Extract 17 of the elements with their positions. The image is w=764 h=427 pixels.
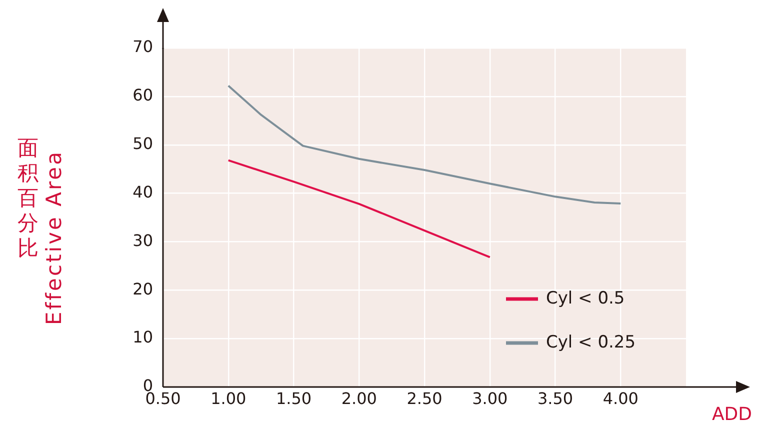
y-tick-label: 30 [132,230,153,250]
y-tick-label: 40 [132,182,153,202]
x-tick-label: 3.50 [537,388,574,408]
x-tick-label: 2.00 [341,388,377,408]
x-tick-label: 4.00 [602,388,638,408]
x-tick-label: 1.00 [210,388,246,408]
x-tick-label: 2.50 [406,388,442,408]
x-tick-label: 1.50 [276,388,312,408]
y-tick-label: 70 [132,37,153,56]
x-axis-title: ADD [712,404,752,425]
y-tick-label: 50 [132,134,153,154]
legend-label: Cyl < 0.25 [546,332,636,352]
y-tick-label: 10 [132,328,153,347]
legend-label: Cyl < 0.5 [546,288,625,308]
y-tick-label: 20 [132,279,153,298]
x-tick-label: 3.00 [472,388,508,408]
y-tick-label: 60 [132,86,153,105]
